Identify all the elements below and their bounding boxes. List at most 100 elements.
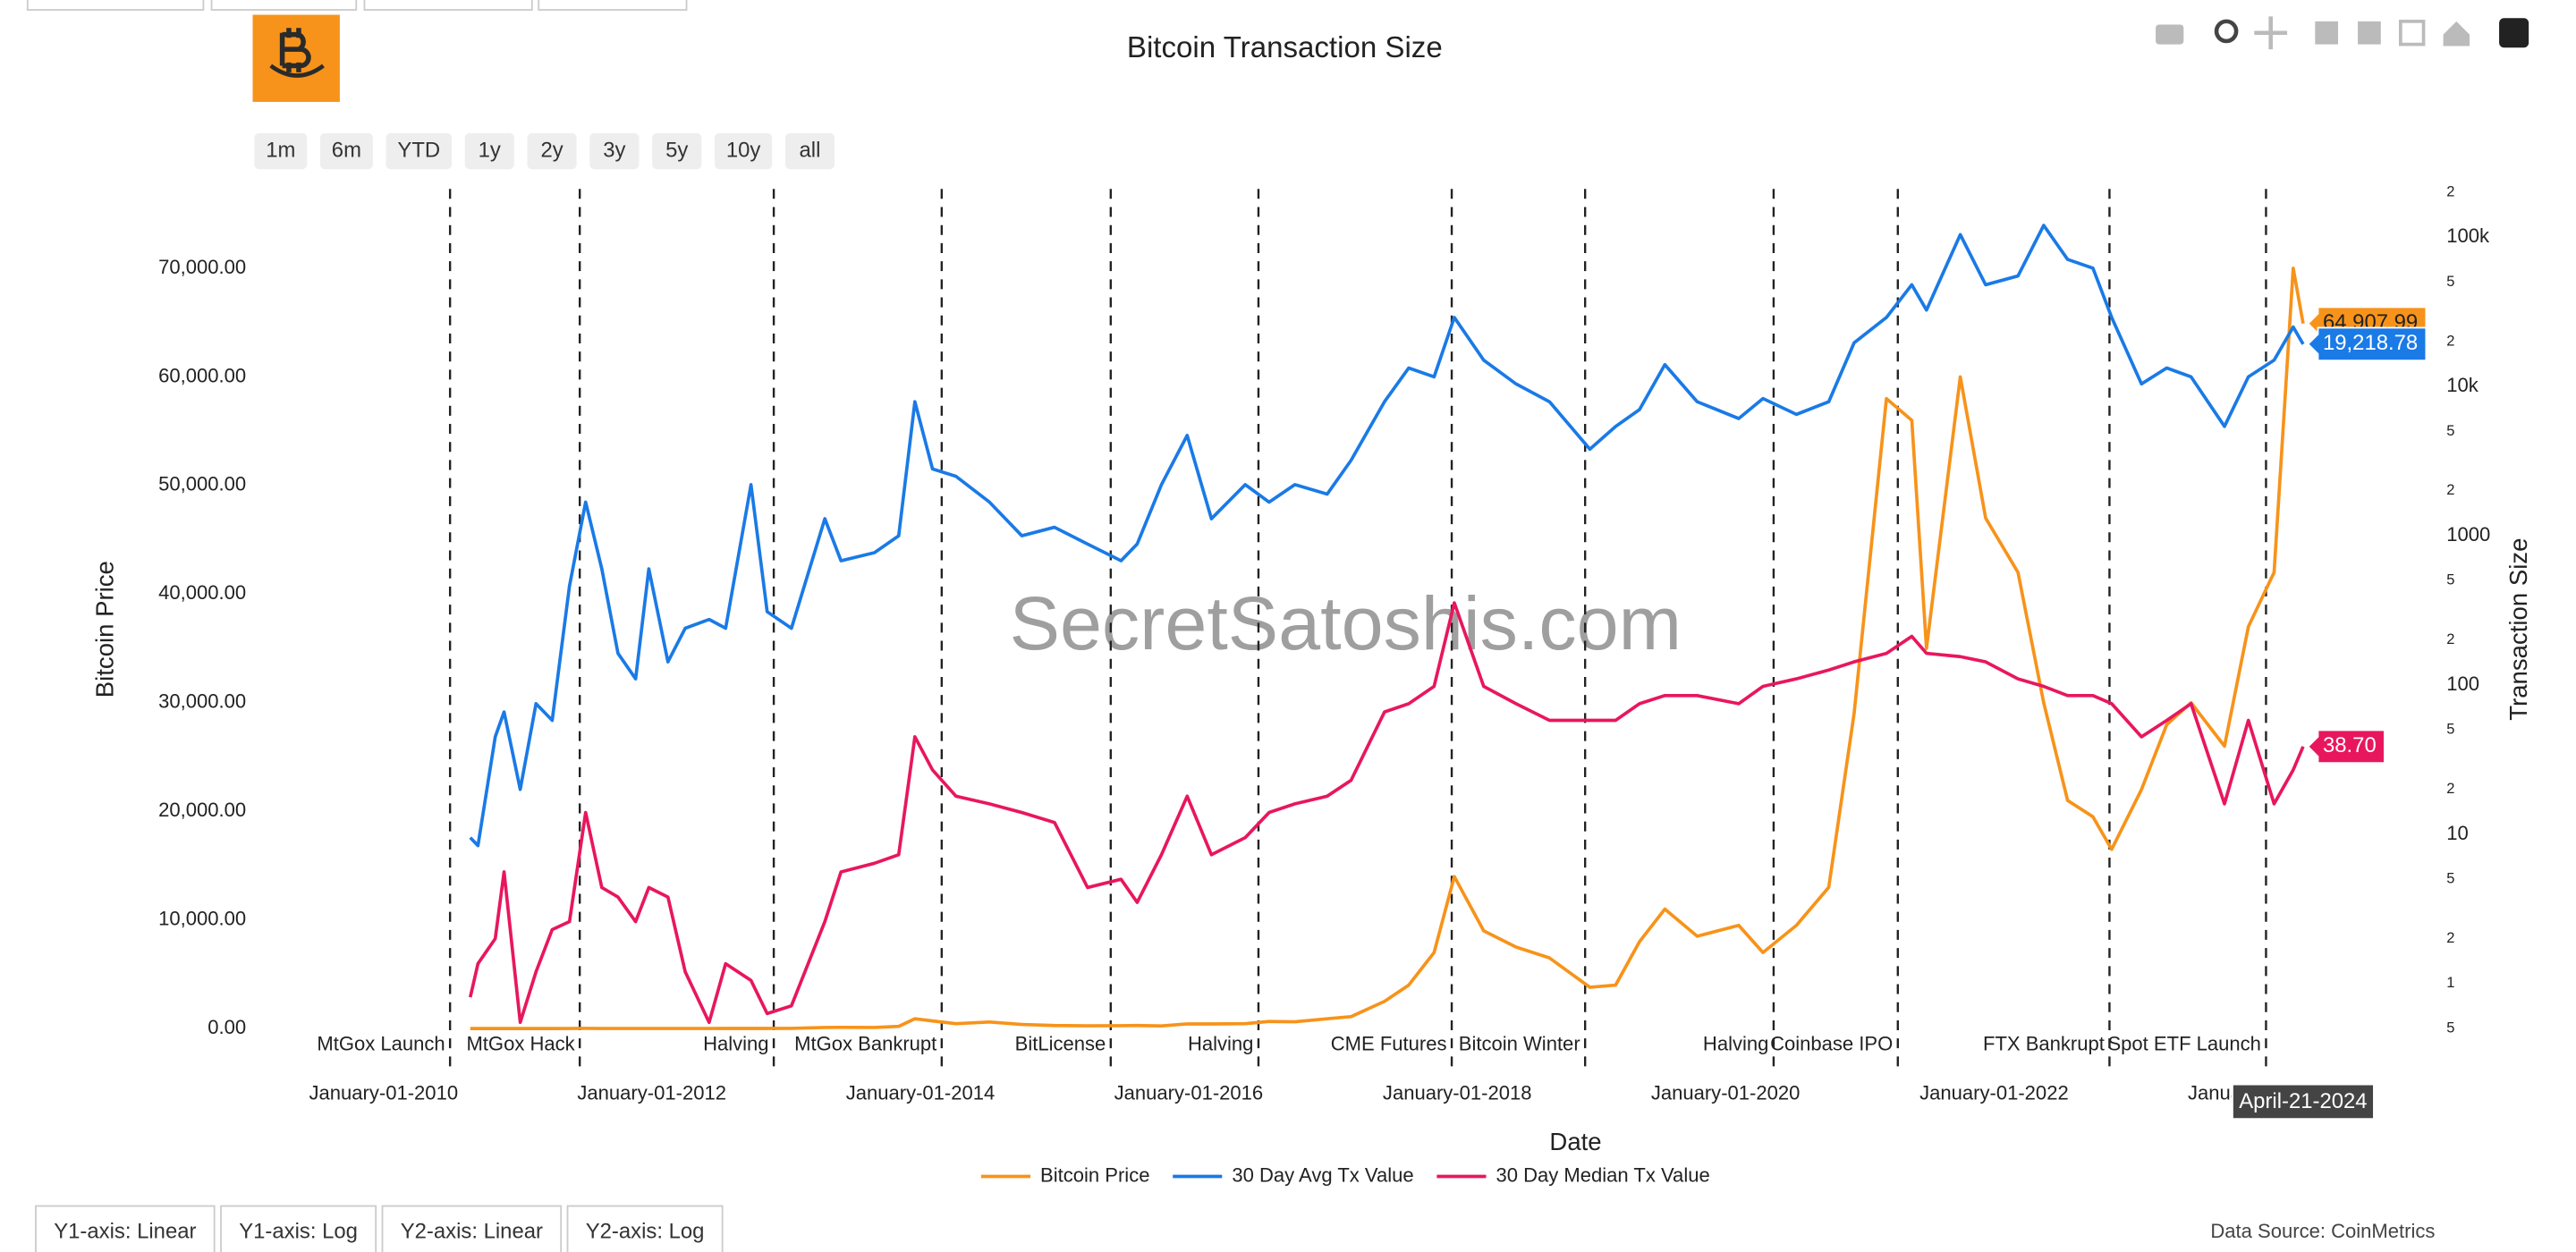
y2-tick-label: 5 [2446,273,2454,290]
legend: Bitcoin Price 30 Day Avg Tx Value 30 Day M… [980,1163,1710,1186]
y2-tick-label: 2 [2446,332,2454,349]
y2-tick-label: 100 [2446,673,2479,695]
hover-label-box [2307,729,2385,765]
range-button-label: 3y [603,138,625,162]
range-button[interactable] [589,132,640,170]
series-line [468,601,2305,1025]
axis-button[interactable] [220,1205,377,1252]
legend-label: 30 Day Avg Tx Value [1232,1163,1413,1186]
axis-button[interactable] [35,1205,216,1252]
hover-x-box [2231,1083,2375,1121]
series-line [469,224,2305,848]
event-label: Halving [1188,1032,1253,1054]
x-tick-label: January-01-2010 [309,1081,459,1104]
event-label: BitLicense [1015,1032,1106,1054]
y2-tick-label: 5 [2446,721,2454,738]
event-label: Halving [703,1032,768,1054]
hover-label-text: 38.70 [2323,733,2377,757]
chart-title: Bitcoin Transaction Size [1127,31,1443,64]
y-tick-label: 30,000.00 [158,690,246,713]
range-button[interactable] [784,132,835,170]
range-button-label: 10y [726,138,761,162]
y-tick-label: 50,000.00 [158,473,246,495]
camera-icon[interactable] [2156,24,2184,45]
toolbar [2156,16,2529,50]
zoom-out-icon[interactable] [2358,21,2381,45]
axis-button[interactable] [566,1205,724,1252]
tab[interactable] [26,0,205,11]
x-tick-label: January-01-2012 [577,1081,726,1104]
zoom-icon[interactable] [2214,19,2239,44]
axis-button-label: Y1-axis: Log [239,1219,358,1243]
pan-icon[interactable] [2254,16,2288,50]
home-icon[interactable] [2443,21,2470,47]
hover-x-label: April-21-2024 [2231,1083,2375,1121]
range-button[interactable] [714,132,773,170]
axis-button[interactable] [381,1205,563,1252]
event-label: Coinbase IPO [1770,1032,1893,1054]
range-button[interactable] [254,132,308,170]
range-button-label: 1m [266,138,295,162]
y2-tick-label: 1000 [2446,523,2490,546]
x-axis-title: Date [1549,1128,1601,1155]
series-line [470,266,2305,1030]
hover-label-text: 19,218.78 [2323,331,2418,355]
y2-tick-label: 5 [2446,870,2454,887]
range-button[interactable] [527,132,577,170]
legend-label: 30 Day Median Tx Value [1496,1163,1710,1186]
y-tick-label: 20,000.00 [158,799,246,821]
range-button[interactable] [652,132,702,170]
tab[interactable] [538,0,688,11]
range-button-label: 1y [479,138,501,162]
event-label: Halving [1703,1032,1768,1054]
x-tick-label: January-01-2014 [846,1081,996,1104]
range-button[interactable] [464,132,514,170]
autoscale-icon[interactable] [2398,20,2426,47]
y-tick-label: 0.00 [208,1016,246,1038]
y2-tick-label: 5 [2446,1019,2454,1036]
event-label: Spot ETF Launch [2107,1032,2260,1054]
event-label: MtGox Launch [317,1032,445,1054]
range-button-label: 2y [540,138,563,162]
event-label: MtGox Hack [466,1032,575,1054]
y2-tick-label: 100k [2446,224,2490,247]
tab[interactable] [210,0,358,11]
y2-axis-title: Transaction Size [2504,538,2532,721]
plotly-icon[interactable] [2499,18,2529,48]
y2-tick-label: 2 [2446,182,2454,199]
y2-tick-label: 1 [2446,974,2454,991]
y2-tick-label: 10 [2446,822,2469,844]
event-label: CME Futures [1331,1032,1447,1054]
y-tick-label: 70,000.00 [158,256,246,278]
y-tick-label: 10,000.00 [158,908,246,930]
x-tick-label: January-01-2018 [1383,1081,1532,1104]
y-axis-title: Bitcoin Price [90,561,118,698]
range-button-label: 6m [332,138,361,162]
x-tick-label: January-01-2020 [1651,1081,1801,1104]
y2-tick-label: 5 [2446,571,2454,588]
hover-label: 19,218.78 [2307,326,2428,362]
y-tick-label: 40,000.00 [158,581,246,604]
y2-tick-label: 2 [2446,630,2454,647]
axis-button-label: Y2-axis: Log [586,1219,705,1243]
event-label: FTX Bankrupt [1983,1032,2105,1054]
y2-tick-label: 2 [2446,481,2454,498]
axis-button-label: Y1-axis: Linear [54,1219,196,1243]
background [19,0,2557,1252]
logo [252,14,340,102]
y2-tick-label: 10k [2446,374,2479,396]
x-tick-label: January-01-2016 [1114,1081,1264,1104]
hover-x-text: April-21-2024 [2239,1089,2367,1113]
range-button[interactable] [319,132,373,170]
x-tick-label: January-01-2022 [1919,1081,2069,1104]
event-label: Bitcoin Winter [1459,1032,1580,1054]
y2-tick-label: 2 [2446,780,2454,797]
watermark: SecretSatoshis.com [1010,580,1682,665]
event-label: MtGox Bankrupt [794,1032,936,1054]
y2-tick-label: 2 [2446,929,2454,946]
range-button[interactable] [386,132,453,170]
tab[interactable] [363,0,533,11]
zoom-in-icon[interactable] [2315,21,2339,45]
